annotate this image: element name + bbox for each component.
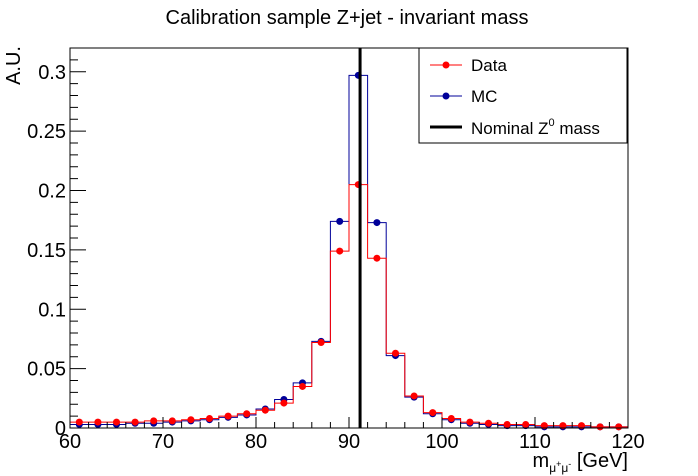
series-data-point [596,423,604,431]
x-tick-label: 80 [245,431,267,453]
y-tick-label: 0.3 [38,62,66,84]
series-data-point [317,339,325,346]
y-tick-label: 0.05 [27,359,66,381]
x-axis-label-sub-mid: μ [561,461,568,475]
x-tick-label: 90 [338,431,360,453]
legend-data-label: Data [471,56,507,75]
series-data-point [503,420,511,428]
x-tick-label: 100 [425,431,458,453]
x-tick-label: 70 [152,431,174,453]
legend-nominal-label-main: Nominal Z [471,119,548,138]
y-tick-label: 0.1 [38,299,66,321]
series-data-point [94,418,102,426]
chart-title: Calibration sample Z+jet - invariant mas… [166,7,529,29]
x-axis-label-sub-sup1: + [556,459,561,469]
legend-nominal-label-suffix: mass [555,119,600,138]
series-data-point [280,399,288,407]
y-axis-label: A.U. [3,46,25,85]
series-data-point [75,418,83,426]
series-data-point [578,422,585,430]
series-data-point [224,412,232,420]
legend-nominal-label: Nominal Z0 mass [471,117,600,138]
x-tick-label: 110 [519,431,551,453]
y-axis: 0 0.05 0.1 0.15 0.2 0.25 0.3 [27,47,86,440]
series-data-point [299,382,306,390]
y-tick-label: 0.2 [38,181,66,203]
x-tick-label: 120 [611,431,644,453]
series-data-point [206,415,213,422]
y-tick-label: 0.15 [27,240,66,262]
x-axis: 60 70 80 90 100 110 120 [59,417,645,453]
y-tick-label: 0.25 [27,121,66,143]
series-data-point [150,417,158,425]
series-data-point [615,423,623,431]
series-data-point [522,420,530,428]
x-axis-label-sub: μ [549,461,556,475]
series-data-point [466,418,474,426]
series-data-point [131,418,139,426]
legend-nominal-label-sup: 0 [548,117,554,129]
series-data-point [336,247,344,255]
series-data-point [243,410,251,418]
series-data-point [485,419,492,427]
series-data-point [187,416,195,424]
series-data-point [168,417,176,425]
series-data-point [429,409,437,417]
x-axis-label-sub-sup2: - [568,459,571,469]
series-data-point [447,415,455,422]
series-data-point [392,349,399,357]
legend-mc-marker [442,92,450,100]
x-axis-label-base: m [533,450,550,472]
legend: Data MC Nominal Z0 mass [418,47,628,144]
series-data-point [540,422,548,430]
x-axis-label-unit: [GeV] [571,450,628,472]
plot-area [69,48,629,431]
series-data-point [373,254,381,262]
x-axis-label: mμ+μ- [GeV] [533,450,628,475]
series-mc-point [336,217,344,225]
series-data-point [261,406,269,414]
legend-mc-label: MC [471,87,497,106]
series-data-point [410,392,418,400]
legend-data-marker [442,61,450,69]
x-tick-label: 60 [59,431,81,453]
series-mc-point [373,219,381,227]
series-data-histogram [69,184,629,428]
y-tick-label: 0 [55,418,66,440]
series-data-point [559,422,567,430]
series-data-point [113,418,120,426]
